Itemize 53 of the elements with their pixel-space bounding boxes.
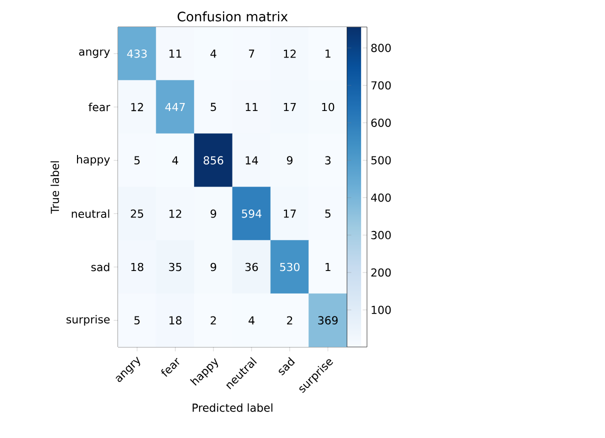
data-label: 12 [284,50,296,58]
data-label: 530 [280,262,300,272]
data-label: 5 [325,210,330,218]
data-label: 856 [204,156,224,164]
data-label: 11 [246,102,258,112]
data-label: 35 [169,262,182,272]
data-label: 1 [326,50,330,58]
data-label: 10 [322,102,334,112]
data-label: 25 [130,210,144,218]
y-tick-label: surprise [66,315,110,326]
color-bar-label: 600 [371,118,391,127]
y-tick-label: sad [91,262,110,272]
data-label: 9 [210,210,216,218]
data-label: 1 [326,262,330,271]
data-label: 17 [284,102,296,112]
data-label: 7 [248,50,254,58]
data-label: 3 [325,156,331,164]
y-tick-label: neutral [72,209,110,218]
data-label: 9 [286,156,292,164]
chart-title: Confusion matrix [178,11,288,22]
data-label: 18 [131,262,144,272]
color-bar-label: 700 [371,81,391,90]
color-bar-label: 300 [371,230,391,240]
data-label: 5 [134,156,140,164]
data-label: 36 [245,262,258,272]
data-label: 5 [210,102,216,112]
y-axis-title: True label [50,161,60,214]
data-label: 447 [165,102,185,112]
data-label: 2 [287,316,292,324]
y-tick-label: happy [77,155,110,166]
data-label: 9 [210,262,216,272]
data-label: 369 [318,316,338,324]
color-bar-label: 400 [371,194,391,202]
data-label: 17 [284,210,296,218]
data-label: 2 [210,316,216,324]
y-tick-label: angry [79,49,110,58]
data-label: 4 [248,316,254,324]
data-label: 4 [172,156,178,164]
data-label: 18 [169,316,182,324]
data-label: 14 [246,156,258,164]
color-bar-label: 200 [371,268,391,277]
data-label: 11 [169,50,182,58]
color-bar-label: 800 [371,44,391,52]
color-bar-label: 500 [371,156,391,164]
data-label: 12 [169,210,182,218]
y-tick-label: fear [88,102,110,112]
data-label: 433 [127,50,147,58]
data-label: 5 [134,316,140,324]
data-label: 594 [242,210,262,218]
color-bar-label: 100 [372,306,391,314]
x-tick-label: sad [278,356,295,376]
data-label: 4 [210,50,216,58]
x-axis-title: Predicted label [192,403,272,412]
